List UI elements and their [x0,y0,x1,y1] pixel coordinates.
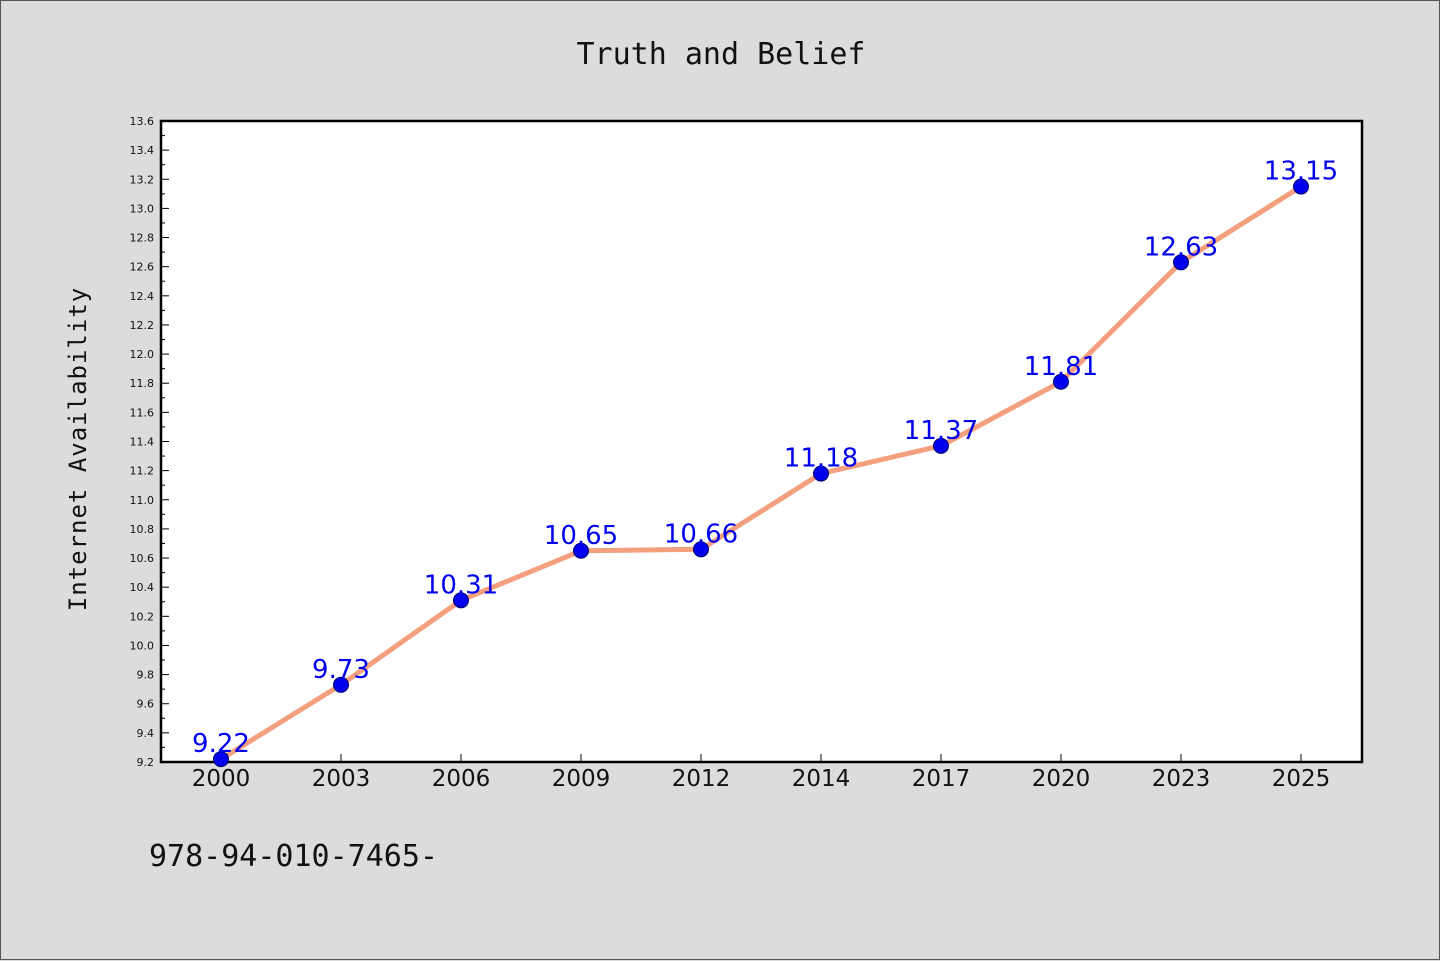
y-tick-label: 13.2 [130,173,155,186]
y-tick-label: 12.4 [130,290,155,303]
x-tick-label: 2006 [432,766,491,792]
data-point [933,437,949,454]
footer-text: 978-94-010-7465- [149,839,438,874]
x-tick-label: 2014 [792,766,851,792]
data-label: 11.37 [904,416,978,446]
data-point [1173,254,1189,271]
y-tick-label: 10.0 [130,639,155,652]
data-point [693,541,709,558]
y-axis-label: Internet Availability [64,287,92,611]
y-axis: 9.2 9.4 9.6 9.8 10.0 10.2 10.4 10.6 10.8 11.0 11.2… [130,115,169,769]
data-point [813,465,829,482]
y-tick-label: 10.2 [130,610,155,623]
y-tick-label: 11.0 [130,494,155,507]
data-label: 10.66 [664,519,738,549]
y-tick-label: 11.8 [130,377,155,390]
data-point [453,592,469,609]
x-tick-label: 2003 [312,766,371,792]
x-tick-label: 2025 [1272,766,1331,792]
y-tick-label: 9.6 [137,698,155,711]
data-label: 11.81 [1024,352,1098,382]
x-tick-label: 2020 [1032,766,1091,792]
y-tick-label: 11.4 [130,436,155,449]
y-tick-label: 9.4 [137,727,155,740]
y-tick-label: 13.4 [130,144,155,157]
y-tick-label: 10.4 [130,581,155,594]
y-tick-label: 12.0 [130,348,155,361]
x-tick-label: 2023 [1152,766,1211,792]
x-tick-label: 2017 [912,766,971,792]
y-tick-label: 11.2 [130,465,155,478]
x-tick-label: 2000 [192,766,251,792]
y-tick-label: 11.6 [130,406,155,419]
data-point [213,751,229,768]
y-tick-label: 12.8 [130,232,155,245]
series-group: 9.22 9.73 10.31 10.65 10.66 11.18 11.37 11.81 12… [192,157,1338,768]
series-line [218,184,1304,762]
data-point [573,542,589,559]
data-point [1053,373,1069,390]
y-tick-label: 10.6 [130,552,155,565]
y-tick-label: 13.0 [130,202,155,215]
data-label: 9.73 [312,655,370,685]
data-label: 12.63 [1144,232,1218,262]
data-point [1293,178,1309,195]
y-tick-label: 9.2 [137,756,155,769]
x-tick-label: 2012 [672,766,731,792]
data-label: 10.65 [544,521,618,551]
y-tick-label: 10.8 [130,523,155,536]
y-tick-label: 12.2 [130,319,155,332]
y-tick-label: 13.6 [130,115,155,128]
y-tick-label: 12.6 [130,261,155,274]
data-label: 11.18 [784,444,858,474]
data-label: 13.15 [1264,157,1338,187]
chart-title: Truth and Belief [577,37,866,72]
x-tick-label: 2009 [552,766,611,792]
x-axis: 2000 2003 2006 2009 2012 2014 2017 2020 2023 2025 [192,754,1331,792]
plot-area [159,119,1364,764]
data-label: 9.22 [192,729,250,759]
data-point [333,676,349,693]
data-label: 10.31 [424,570,498,600]
y-tick-label: 9.8 [137,669,155,682]
